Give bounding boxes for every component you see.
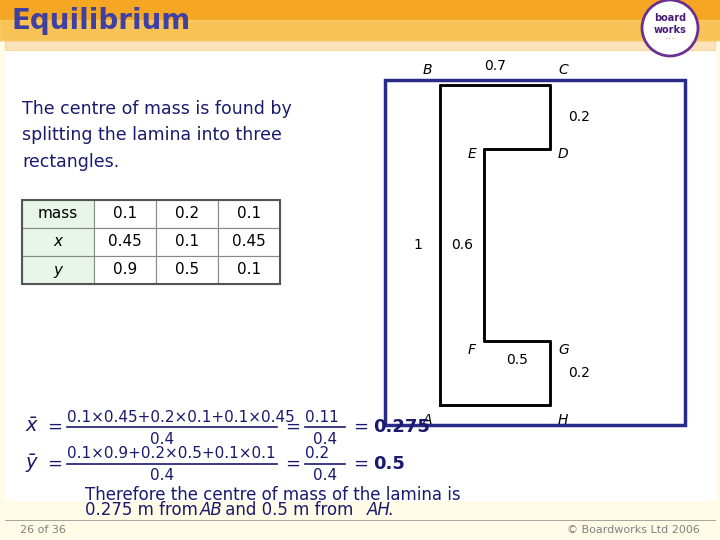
- Text: © Boardworks Ltd 2006: © Boardworks Ltd 2006: [567, 525, 700, 535]
- Text: D: D: [558, 147, 569, 161]
- Text: 0.1×0.9+0.2×0.5+0.1×0.1: 0.1×0.9+0.2×0.5+0.1×0.1: [67, 447, 276, 462]
- Polygon shape: [440, 85, 550, 405]
- Text: and 0.5 m from: and 0.5 m from: [220, 501, 359, 519]
- Text: =: =: [285, 418, 300, 436]
- Bar: [5, 40, 715, 50]
- Text: 0.1: 0.1: [113, 206, 137, 221]
- Text: 0.2: 0.2: [305, 447, 329, 462]
- Text: 0.5: 0.5: [373, 455, 405, 473]
- Text: 0.4: 0.4: [313, 469, 337, 483]
- Bar: [5, 42, 715, 500]
- Text: B: B: [423, 63, 432, 77]
- Text: F: F: [468, 343, 476, 357]
- Text: 0.5: 0.5: [175, 262, 199, 278]
- Text: 0.45: 0.45: [232, 234, 266, 249]
- Text: y: y: [53, 262, 63, 278]
- Bar: [22, 200, 280, 284]
- Text: 0.2: 0.2: [568, 110, 590, 124]
- Bar: [385, 80, 685, 425]
- Text: 0.1×0.45+0.2×0.1+0.1×0.45: 0.1×0.45+0.2×0.1+0.1×0.45: [67, 409, 294, 424]
- Circle shape: [642, 0, 698, 56]
- Text: 0.2: 0.2: [175, 206, 199, 221]
- Text: 0.5: 0.5: [506, 353, 528, 367]
- Text: =: =: [47, 418, 62, 436]
- Text: 0.1: 0.1: [175, 234, 199, 249]
- Bar: [218, 256, 280, 284]
- Bar: [156, 200, 218, 228]
- Text: 0.6: 0.6: [451, 238, 473, 252]
- Text: 0.1: 0.1: [237, 206, 261, 221]
- Text: A: A: [423, 413, 432, 427]
- Text: .: .: [387, 501, 392, 519]
- Text: 0.4: 0.4: [150, 469, 174, 483]
- Bar: [22, 228, 94, 256]
- Text: 0.4: 0.4: [313, 431, 337, 447]
- Text: C: C: [558, 63, 568, 77]
- Text: 0.45: 0.45: [108, 234, 142, 249]
- Bar: [156, 228, 218, 256]
- Text: 0.9: 0.9: [113, 262, 137, 278]
- Bar: [0, 20, 720, 40]
- Bar: [94, 228, 156, 256]
- Text: Therefore the centre of mass of the lamina is: Therefore the centre of mass of the lami…: [85, 486, 461, 504]
- Text: E: E: [467, 147, 476, 161]
- Bar: [0, 0, 720, 40]
- Bar: [94, 256, 156, 284]
- Text: 0.1: 0.1: [237, 262, 261, 278]
- Text: board
works: board works: [654, 13, 686, 35]
- Text: x: x: [53, 234, 63, 249]
- Text: 0.4: 0.4: [150, 431, 174, 447]
- Text: G: G: [558, 343, 569, 357]
- Text: $\bar{y}$: $\bar{y}$: [25, 453, 40, 475]
- Text: ...: ...: [665, 31, 675, 41]
- Text: 0.7: 0.7: [484, 59, 506, 73]
- Text: mass: mass: [38, 206, 78, 221]
- Text: 26 of 36: 26 of 36: [20, 525, 66, 535]
- Text: =: =: [285, 455, 300, 473]
- Text: AB: AB: [200, 501, 222, 519]
- Bar: [218, 200, 280, 228]
- Text: =: =: [47, 455, 62, 473]
- Text: 0.2: 0.2: [568, 366, 590, 380]
- Bar: [22, 256, 94, 284]
- Text: 0.275: 0.275: [373, 418, 430, 436]
- Text: The centre of mass is found by
splitting the lamina into three
rectangles.: The centre of mass is found by splitting…: [22, 100, 292, 171]
- Text: =: =: [353, 455, 368, 473]
- Bar: [94, 200, 156, 228]
- Text: =: =: [353, 418, 368, 436]
- Bar: [156, 256, 218, 284]
- Text: H: H: [558, 413, 568, 427]
- Text: 0.275 m from: 0.275 m from: [85, 501, 203, 519]
- Text: 0.11: 0.11: [305, 409, 338, 424]
- Bar: [218, 228, 280, 256]
- Bar: [22, 200, 94, 228]
- Text: AH: AH: [367, 501, 391, 519]
- Text: $\bar{x}$: $\bar{x}$: [25, 417, 39, 436]
- Text: Equilibrium: Equilibrium: [12, 7, 192, 35]
- Text: 1: 1: [413, 238, 422, 252]
